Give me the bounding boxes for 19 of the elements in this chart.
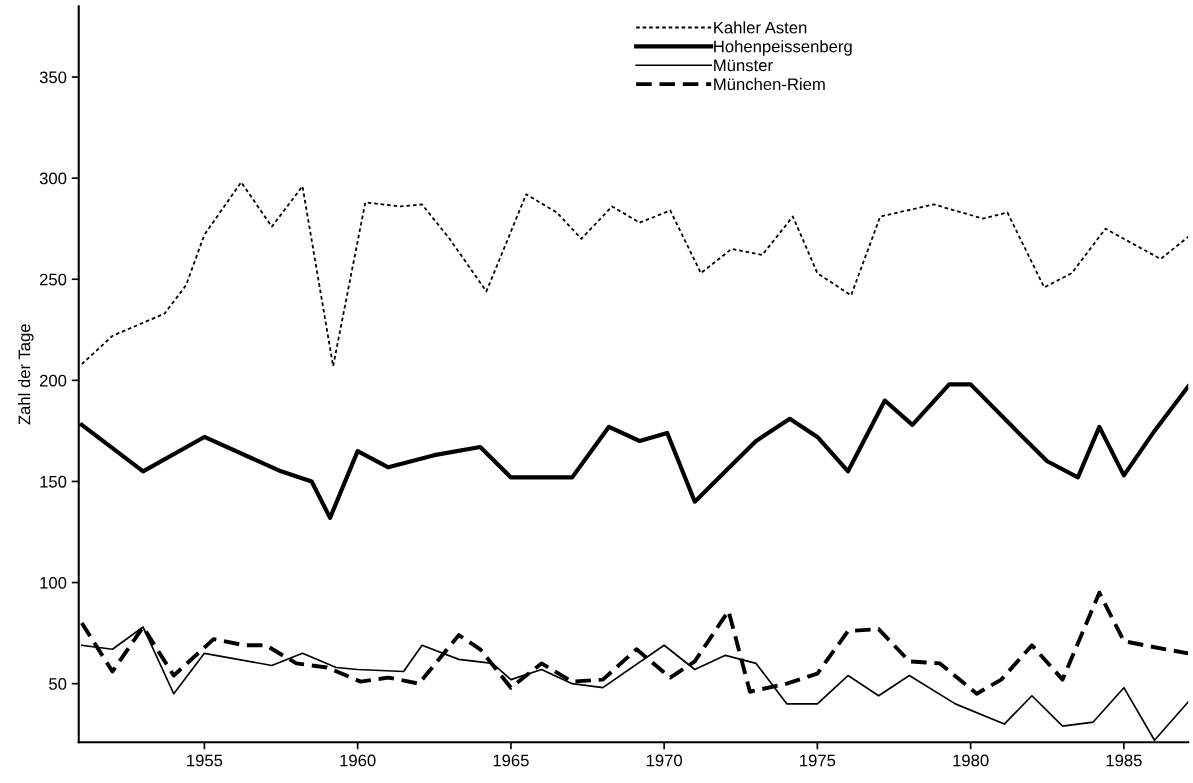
y-tick-label: 150 — [40, 475, 67, 488]
y-tick-label: 350 — [39, 71, 67, 84]
legend-label: Münster — [714, 59, 773, 72]
y-tick-label: 200 — [39, 374, 67, 387]
y-tick-label: 50 — [49, 678, 67, 690]
x-tick-label: 1955 — [187, 754, 223, 767]
x-tick-label: 1970 — [646, 754, 683, 767]
x-tick-label: 1975 — [800, 754, 836, 767]
x-tick-label: 1980 — [953, 754, 989, 767]
x-tick-label: 1960 — [340, 754, 376, 767]
legend-label: Hohenpeissenberg — [714, 40, 852, 56]
y-tick-label: 100 — [40, 576, 67, 589]
x-tick-label: 1985 — [1106, 754, 1142, 767]
x-tick-label: 1965 — [493, 754, 529, 767]
y-axis-title: Zahl der Tage — [18, 324, 34, 425]
y-tick-label: 250 — [39, 273, 67, 286]
y-tick-label: 300 — [39, 172, 67, 185]
legend-label: Kahler Asten — [714, 21, 807, 34]
legend-label: München-Riem — [714, 77, 825, 91]
